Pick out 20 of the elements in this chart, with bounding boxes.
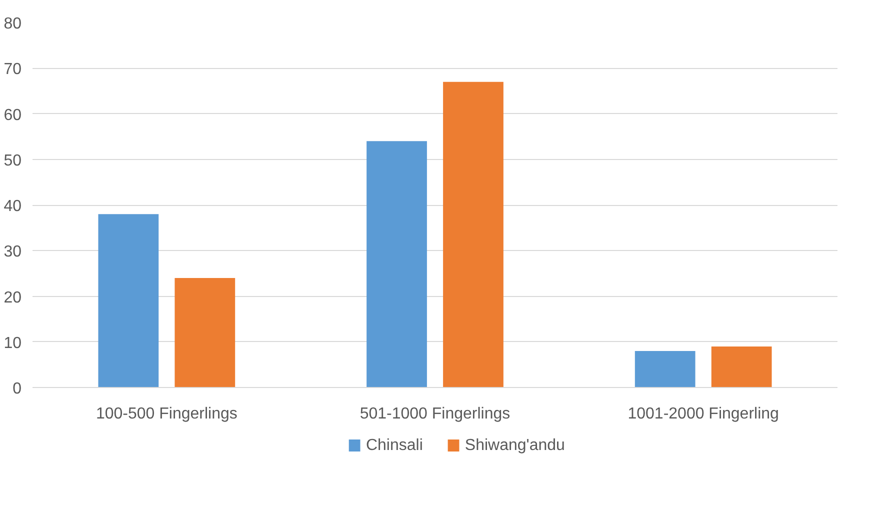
legend-label: Shiwang'andu (464, 437, 565, 454)
bar (443, 82, 504, 388)
y-tick-label: 40 (4, 198, 22, 215)
bar (634, 351, 696, 388)
y-tick-label: 10 (4, 334, 22, 352)
bar (366, 141, 427, 388)
y-tick-label: 20 (4, 289, 22, 306)
legend-label: Chinsali (366, 437, 423, 454)
y-tick-label: 60 (4, 106, 22, 124)
y-tick-label: 50 (4, 152, 22, 170)
y-tick-label: 80 (4, 16, 22, 32)
y-tick-label: 70 (4, 61, 22, 78)
x-tick-label: 501-1000 Fingerlings (360, 406, 510, 422)
y-tick-label: 30 (4, 244, 22, 261)
bar (174, 278, 236, 388)
y-tick-label: 0 (12, 380, 22, 398)
bar (98, 214, 159, 388)
x-tick-label: 100-500 Fingerlings (96, 406, 238, 422)
bar (711, 346, 772, 388)
x-tick-label: 1001-2000 Fingerling (628, 406, 779, 422)
